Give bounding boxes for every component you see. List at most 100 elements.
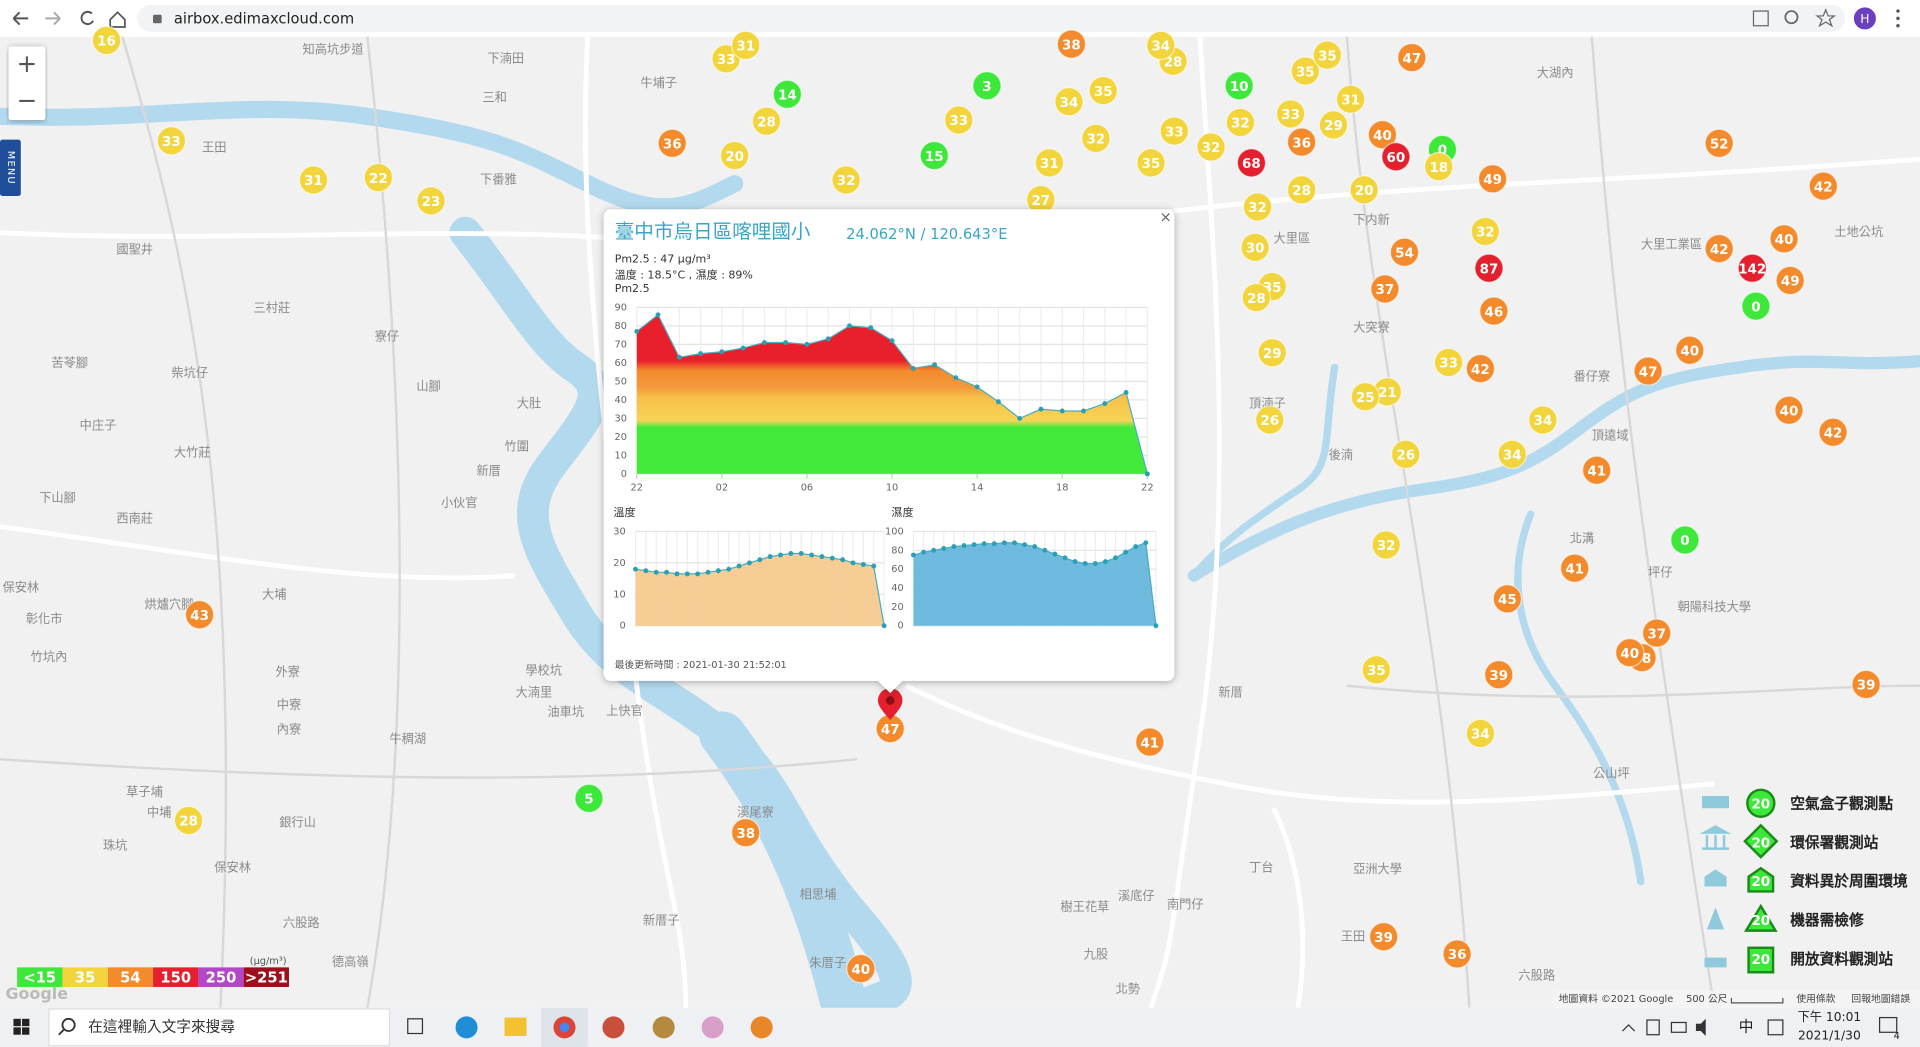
avatar[interactable] xyxy=(1853,7,1876,30)
aqi-marker[interactable]: 39 xyxy=(1484,660,1514,690)
aqi-marker[interactable]: 35 xyxy=(1361,655,1392,685)
aqi-marker[interactable]: 41 xyxy=(1135,727,1165,757)
aqi-marker[interactable]: 22 xyxy=(363,162,394,193)
aqi-marker[interactable]: 36 xyxy=(657,128,687,158)
aqi-marker[interactable]: 47 xyxy=(1397,42,1427,73)
edge-icon[interactable] xyxy=(455,1016,478,1039)
aqi-marker[interactable]: 87 xyxy=(1474,253,1504,283)
reload-button[interactable] xyxy=(80,10,94,26)
aqi-marker[interactable]: 41 xyxy=(1582,455,1612,485)
aqi-marker[interactable]: 34 xyxy=(1054,86,1084,117)
aqi-marker[interactable]: 37 xyxy=(1370,274,1400,304)
app-icon[interactable] xyxy=(750,1016,773,1039)
aqi-marker[interactable]: 60 xyxy=(1381,142,1411,172)
aqi-marker[interactable]: 39 xyxy=(1851,669,1881,700)
aqi-marker[interactable]: 25 xyxy=(1350,382,1380,412)
aqi-marker[interactable]: 26 xyxy=(1391,439,1421,470)
zoom-out[interactable]: − xyxy=(17,86,38,115)
aqi-marker[interactable]: 47 xyxy=(1633,356,1663,386)
aqi-marker[interactable]: 33 xyxy=(1159,116,1189,146)
aqi-marker[interactable]: 37 xyxy=(1642,618,1672,648)
address-bar[interactable] xyxy=(137,4,1846,32)
aqi-marker[interactable]: 54 xyxy=(1389,237,1420,267)
back-button[interactable] xyxy=(12,11,29,26)
aqi-marker[interactable]: 45 xyxy=(1492,584,1523,614)
aqi-marker[interactable]: 46 xyxy=(1479,296,1509,326)
aqi-marker[interactable]: 21 xyxy=(1372,377,1403,407)
aqi-marker[interactable]: 16 xyxy=(91,25,122,56)
home-button[interactable] xyxy=(109,11,126,28)
aqi-marker[interactable]: 35 xyxy=(1136,148,1166,178)
aqi-marker[interactable]: 0 xyxy=(1741,291,1771,321)
aqi-marker[interactable]: 41 xyxy=(1560,553,1590,583)
aqi-marker[interactable]: 40 xyxy=(846,953,876,984)
app-icon[interactable] xyxy=(652,1016,675,1039)
aqi-marker[interactable]: 28 xyxy=(1241,282,1272,313)
aqi-marker[interactable]: 42 xyxy=(1704,233,1734,264)
aqi-marker[interactable]: 42 xyxy=(1465,353,1496,384)
aqi-marker[interactable]: 32 xyxy=(831,165,861,195)
aqi-marker[interactable]: 33 xyxy=(1275,99,1306,129)
aqi-marker[interactable]: 27 xyxy=(1026,184,1056,215)
aqi-marker[interactable]: 49 xyxy=(1477,164,1508,194)
aqi-marker[interactable]: 26 xyxy=(1255,405,1285,435)
aqi-marker[interactable]: 47 xyxy=(875,713,905,744)
aqi-marker[interactable]: 68 xyxy=(1236,148,1267,178)
aqi-marker[interactable]: 30 xyxy=(1240,232,1270,263)
aqi-marker[interactable]: 36 xyxy=(1286,127,1317,157)
aqi-marker[interactable]: 34 xyxy=(1465,718,1496,749)
app-icon[interactable] xyxy=(701,1016,724,1039)
aqi-marker[interactable]: 31 xyxy=(1335,84,1366,114)
aqi-marker[interactable]: 32 xyxy=(1470,216,1500,247)
aqi-marker[interactable]: 31 xyxy=(1034,148,1065,178)
aqi-marker[interactable]: 42 xyxy=(1818,417,1848,447)
aqi-marker[interactable]: 28 xyxy=(173,805,204,836)
aqi-marker[interactable]: 32 xyxy=(1371,530,1401,560)
aqi-marker[interactable]: 38 xyxy=(1056,29,1087,59)
aqi-marker[interactable]: 32 xyxy=(1196,132,1226,162)
aqi-marker[interactable]: 29 xyxy=(1257,337,1287,368)
aqi-marker[interactable]: 40 xyxy=(1675,335,1705,365)
menu-tab[interactable] xyxy=(0,139,21,196)
zoom-icon[interactable] xyxy=(1784,10,1799,25)
notification-center[interactable] xyxy=(1878,1016,1898,1033)
aqi-marker[interactable]: 35 xyxy=(1312,40,1343,70)
aqi-marker[interactable]: 40 xyxy=(1367,120,1398,150)
aqi-marker[interactable]: 33 xyxy=(156,126,187,156)
aqi-marker[interactable]: 0 xyxy=(1670,525,1700,555)
aqi-marker[interactable]: 31 xyxy=(298,165,329,195)
aqi-marker[interactable]: 28 xyxy=(1286,175,1317,205)
aqi-marker[interactable]: 34 xyxy=(1528,405,1558,435)
aqi-marker[interactable]: 15 xyxy=(919,140,949,171)
aqi-marker[interactable]: 34 xyxy=(1497,439,1527,470)
aqi-marker[interactable]: 52 xyxy=(1704,128,1734,158)
aqi-marker[interactable]: 35 xyxy=(1290,56,1320,86)
explorer-icon[interactable] xyxy=(504,1017,527,1036)
search-box[interactable] xyxy=(48,1008,390,1047)
map[interactable]: 知高坑步道下湳田三和王田下番雅牛埔子國聖井三村莊寮仔苦苓腳柴坑仔山腳大肚中庄子竹… xyxy=(0,25,1920,1032)
task-view[interactable] xyxy=(407,1018,424,1035)
aqi-marker[interactable]: 33 xyxy=(1433,347,1464,378)
aqi-marker[interactable]: 5 xyxy=(574,783,604,814)
bookmark-star[interactable] xyxy=(1815,8,1837,28)
clock-date[interactable]: 2021/1/30 xyxy=(1798,1028,1861,1042)
ime-indicator[interactable]: 中 xyxy=(1739,1018,1754,1035)
aqi-marker[interactable]: 31 xyxy=(731,30,761,61)
aqi-marker[interactable]: 40 xyxy=(1774,395,1804,425)
aqi-marker[interactable]: 32 xyxy=(1225,107,1256,138)
aqi-marker[interactable]: 14 xyxy=(772,79,803,110)
aqi-marker[interactable]: 43 xyxy=(184,600,215,630)
aqi-marker[interactable]: 39 xyxy=(1368,922,1399,952)
aqi-marker[interactable]: 33 xyxy=(944,105,974,135)
clock-time[interactable]: 下午 10:01 xyxy=(1798,1010,1862,1024)
start-button[interactable] xyxy=(13,1018,30,1035)
zoom-in[interactable]: + xyxy=(17,49,38,78)
aqi-marker[interactable]: 23 xyxy=(416,186,446,216)
aqi-marker[interactable]: 34 xyxy=(1146,30,1176,61)
aqi-marker[interactable]: 20 xyxy=(1349,175,1379,205)
aqi-marker[interactable]: 32 xyxy=(1242,192,1273,222)
aqi-marker[interactable]: 142 xyxy=(1737,253,1767,283)
app-icon[interactable] xyxy=(602,1016,625,1039)
aqi-marker[interactable]: 10 xyxy=(1224,71,1254,101)
aqi-marker[interactable]: 20 xyxy=(720,140,750,171)
